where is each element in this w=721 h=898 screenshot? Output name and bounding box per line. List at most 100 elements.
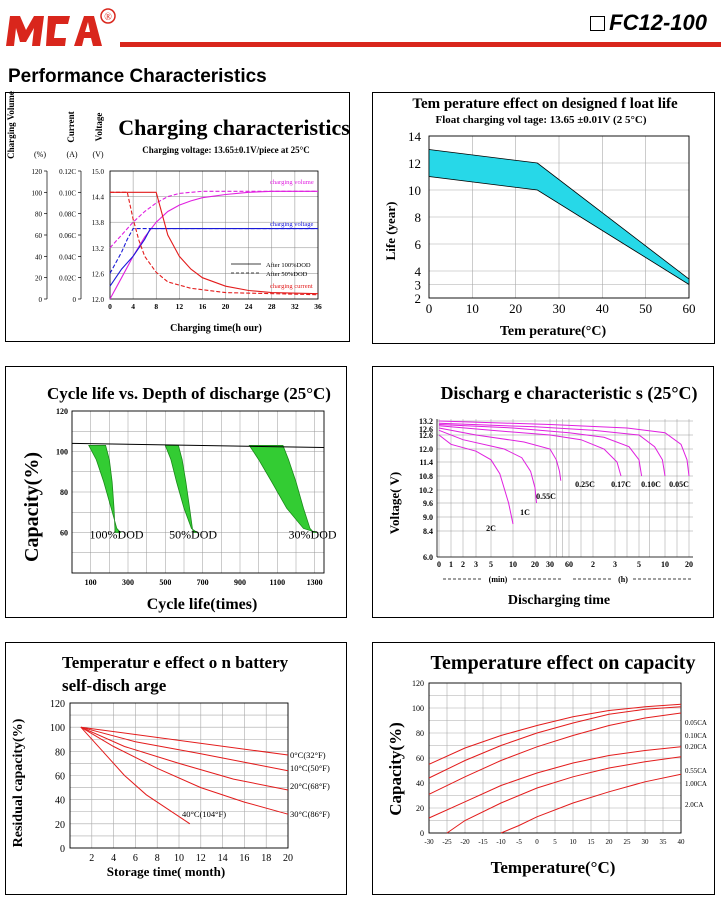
- y-tick-label: 13.2: [419, 417, 433, 426]
- x-tick-label: 30: [642, 838, 650, 846]
- y-tick-label: 120: [56, 407, 68, 416]
- discharge-xlabel: Discharging time: [508, 593, 610, 608]
- x-tick-label: 20: [606, 838, 614, 846]
- label-charging-voltage: charging voltage: [270, 221, 313, 228]
- discharge-curve-2C: [438, 434, 514, 525]
- float-life-band: [428, 149, 690, 286]
- band-50%DOD: [164, 445, 199, 533]
- y-tick-label: 3: [415, 278, 422, 293]
- x-tick-label: 20: [509, 301, 522, 316]
- band-100%DOD: [88, 445, 122, 533]
- series-label-3: 30°C(86°F): [290, 809, 330, 819]
- y-tick-label: 11.4: [419, 458, 433, 467]
- min-unit-bg: [483, 573, 513, 585]
- curve-label-0.25C: 0.25C: [575, 480, 595, 489]
- logo-graphic: ®: [6, 8, 116, 46]
- x-tick-label: 5: [489, 560, 493, 569]
- chart-panel-cycle-life: Cycle life vs. Depth of discharge (25°C)…: [5, 366, 347, 618]
- y-tick-label: 100: [56, 448, 68, 457]
- x-tick-label: 5: [553, 838, 557, 846]
- series-label-4: 40°C(104°F): [182, 809, 226, 819]
- plot-frame: [428, 135, 690, 299]
- self-discharge-title-line2: self-disch arge: [62, 676, 167, 695]
- cycle-life-plot-area: 100 300 500 700 900 1100 1300 60 80 100 120 100%DOD…: [56, 407, 337, 587]
- chart-panel-capacity-temp: Temperature effect on capacity -30 -25 -20…: [372, 642, 715, 895]
- series-label-4: 1.00CA: [685, 780, 707, 788]
- series-label-2: 20°C(68°F): [290, 781, 330, 791]
- y-tick-label: 0: [420, 829, 424, 838]
- x-tick-label: 20: [685, 560, 693, 569]
- y-tick-label: 60: [416, 754, 424, 763]
- y-tick-label: 80: [55, 747, 65, 758]
- reference-line: [71, 442, 325, 448]
- x-tick-label: 12: [196, 853, 206, 864]
- chart-panel-float-life: Tem perature effect on designed f loat l…: [372, 92, 715, 344]
- y-tick-label: 8.4: [423, 527, 433, 536]
- x-tick-label: 1100: [270, 578, 286, 587]
- x-tick-label: 4: [111, 853, 116, 864]
- float-life-title: Tem perature effect on designed f loat l…: [412, 96, 678, 112]
- chart-panel-charging: Charging characteristics Charging voltag…: [5, 91, 350, 342]
- chart-panel-self-discharge: Temperatur e effect o n battery self-dis…: [5, 642, 347, 895]
- series-label-5: 2.0CA: [685, 801, 703, 809]
- series-charging-voltage-dashed: [109, 228, 318, 274]
- float-life-plot-area: 0 10 20 30 40 50 60 234 6 8 10 12 14: [408, 129, 696, 316]
- x-tick-label: 100: [85, 578, 97, 587]
- y-tick-label: 20: [55, 820, 65, 831]
- capacity-temp-chart: Temperature effect on capacity -30 -25 -20…: [386, 652, 707, 877]
- x-tick-label: 5: [637, 560, 641, 569]
- self-discharge-ylabel: Residual capacity(%): [11, 718, 26, 847]
- x-tick-label: 700: [197, 578, 209, 587]
- current-tick-label: 0.12C: [59, 168, 76, 176]
- capacity-temp-plot-area: -30 -25 -20 -15 -10 -5 0 5 10 15 20 25 30 35 40 0 20 40 60…: [412, 679, 707, 846]
- capacity-line-5: [500, 773, 682, 834]
- y-tick-label: 12.0: [419, 445, 433, 454]
- charging-chart: Charging characteristics Charging voltag…: [6, 91, 350, 334]
- self-discharge-chart: Temperatur e effect o n battery self-dis…: [11, 653, 330, 879]
- y-tick-label: 6: [415, 237, 422, 252]
- y-tick-label: 120: [412, 679, 424, 688]
- x-tick-label: 500: [159, 578, 171, 587]
- float-life-chart: Tem perature effect on designed f loat l…: [383, 96, 696, 339]
- series-label-2: 0.20CA: [685, 743, 707, 751]
- volume-tick-label: 20: [35, 275, 43, 283]
- x-tick-label: 16: [239, 853, 249, 864]
- y-tick-label: 12.6: [419, 431, 433, 440]
- series-charging-voltage-solid: [109, 228, 318, 287]
- current-tick-label: 0.10C: [59, 189, 76, 197]
- cycle-life-chart: Cycle life vs. Depth of discharge (25°C)…: [21, 384, 337, 613]
- series-label-0: 0°C(32°F): [290, 750, 326, 760]
- x-tick-label: 18: [261, 853, 271, 864]
- y-tick-label-extra: 12.6: [419, 425, 433, 434]
- plot-frame: [71, 410, 325, 574]
- volume-tick-label: 100: [32, 189, 43, 197]
- voltage-tick-label: 14.4: [92, 194, 105, 202]
- x-tick-label: 900: [234, 578, 246, 587]
- float-life-xlabel: Tem perature(°C): [500, 324, 607, 339]
- y-tick-label: 9.0: [423, 513, 433, 522]
- discharge-curve-0.25C: [438, 425, 622, 477]
- self-discharge-line-4: [80, 726, 191, 825]
- band-label-50%DOD: 50%DOD: [169, 528, 217, 542]
- y-tick-label: 40: [55, 796, 65, 807]
- voltage-tick-label: 13.2: [92, 245, 105, 253]
- self-discharge-line-2: [80, 726, 289, 791]
- x-tick-label: 28: [268, 302, 276, 311]
- x-tick-label: 14: [218, 853, 228, 864]
- registered-mark: ®: [104, 12, 112, 23]
- capacity-line-1: [428, 706, 682, 779]
- x-tick-label: 50: [639, 301, 652, 316]
- y-tick-label: 100: [412, 704, 424, 713]
- x-tick-label: 0: [426, 301, 433, 316]
- x-tick-label: 0: [535, 838, 539, 846]
- x-tick-label: 6: [133, 853, 138, 864]
- x-tick-label: 8: [155, 853, 160, 864]
- self-discharge-title-line1: Temperatur e effect o n battery: [62, 653, 289, 672]
- discharge-ylabel: Voltage( V): [387, 472, 402, 534]
- x-tick-label: 16: [199, 302, 207, 311]
- y-tick-label: 10.2: [419, 486, 433, 495]
- curve-label-1C: 1C: [520, 508, 530, 517]
- y-tick-label: 0: [60, 844, 65, 855]
- x-tick-label: 300: [122, 578, 134, 587]
- voltage-tick-label: 13.8: [92, 219, 105, 227]
